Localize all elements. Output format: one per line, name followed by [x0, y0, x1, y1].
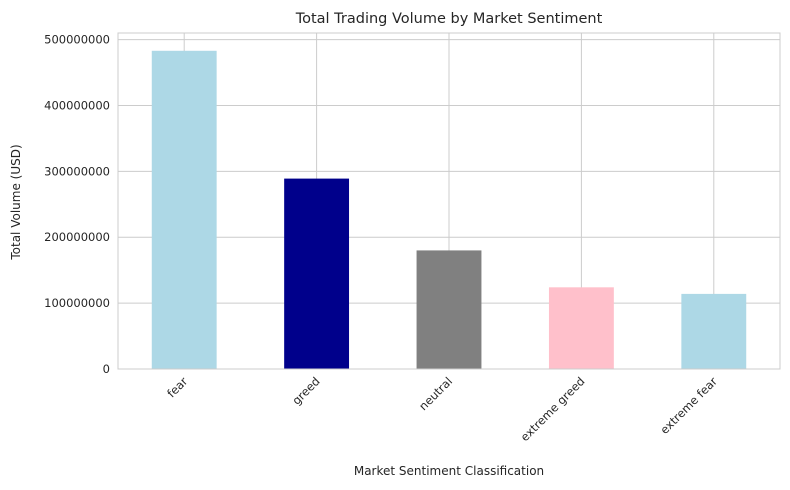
bars [151, 50, 747, 369]
y-tick-label: 0 [103, 362, 110, 376]
bar [284, 178, 350, 369]
axes-border [117, 32, 781, 370]
bar [151, 50, 217, 369]
y-tick-label: 500000000 [44, 33, 110, 47]
y-axis-label: Total Volume (USD) [9, 144, 23, 260]
axes-frame [117, 32, 781, 370]
y-tick-label: 200000000 [44, 230, 110, 244]
bar [416, 250, 482, 369]
x-axis-label: Market Sentiment Classification [354, 464, 544, 478]
y-tick-label: 400000000 [44, 98, 110, 112]
bar [548, 287, 614, 369]
y-tick-label: 300000000 [44, 164, 110, 178]
y-tick-label: 100000000 [44, 296, 110, 310]
y-tick-labels: 0 100000000 200000000 300000000 400000000 500… [44, 33, 110, 376]
bar [681, 293, 747, 369]
chart-title: Total Trading Volume by Market Sentiment [295, 11, 603, 27]
